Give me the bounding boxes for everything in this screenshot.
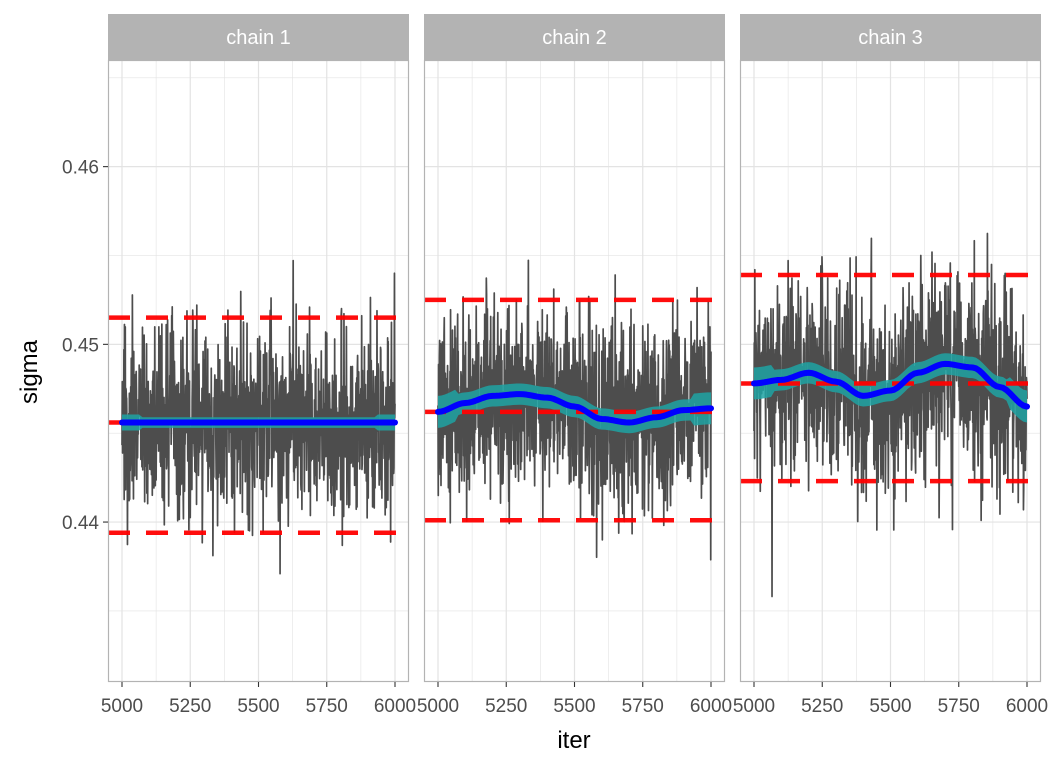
x-tick-label: 5000 bbox=[417, 696, 459, 717]
facet-strip bbox=[424, 14, 725, 60]
panel-border bbox=[107, 59, 410, 683]
facet-strip bbox=[108, 14, 409, 60]
x-tick-label: 5500 bbox=[869, 696, 911, 717]
trace-line bbox=[437, 259, 712, 561]
facet-panel: chain 2 5000 5250 5500 5750 6000 bbox=[417, 14, 732, 717]
y-tick-label: 0.46 bbox=[62, 158, 99, 179]
x-tick-label: 6000 bbox=[690, 696, 732, 717]
x-tick-label: 5250 bbox=[169, 696, 211, 717]
x-tick-label: 5500 bbox=[237, 696, 279, 717]
x-tick-label: 5750 bbox=[306, 696, 348, 717]
x-tick-label: 6000 bbox=[374, 696, 416, 717]
panel-border bbox=[739, 59, 1042, 683]
y-axis: 0.44 0.45 0.46 bbox=[62, 158, 108, 534]
trace-line bbox=[121, 259, 396, 575]
x-axis-title: iter bbox=[557, 727, 590, 754]
x-tick-label: 5750 bbox=[938, 696, 980, 717]
y-tick-label: 0.45 bbox=[62, 335, 99, 356]
smooth-line bbox=[751, 360, 1030, 410]
facet-strip-label: chain 1 bbox=[226, 27, 291, 49]
x-tick-label: 5000 bbox=[101, 696, 143, 717]
facet-strip bbox=[740, 14, 1041, 60]
y-axis-title: sigma bbox=[16, 339, 43, 404]
x-tick-label: 5750 bbox=[622, 696, 664, 717]
facet-panels: chain 1 5000 5250 5500 5750 6000 chain 2 5000 52… bbox=[101, 14, 1048, 717]
smooth-line bbox=[435, 391, 714, 426]
y-tick-label: 0.44 bbox=[62, 513, 99, 534]
facet-panel: chain 3 5000 5250 5500 5750 6000 bbox=[733, 14, 1048, 717]
facet-panel: chain 1 5000 5250 5500 5750 6000 bbox=[101, 14, 416, 717]
x-tick-label: 5500 bbox=[553, 696, 595, 717]
panel-border bbox=[423, 59, 726, 683]
x-tick-label: 5250 bbox=[801, 696, 843, 717]
x-tick-label: 5250 bbox=[485, 696, 527, 717]
facet-strip-label: chain 3 bbox=[858, 27, 923, 49]
x-tick-label: 5000 bbox=[733, 696, 775, 717]
x-tick-label: 6000 bbox=[1006, 696, 1048, 717]
facet-strip-label: chain 2 bbox=[542, 27, 607, 49]
